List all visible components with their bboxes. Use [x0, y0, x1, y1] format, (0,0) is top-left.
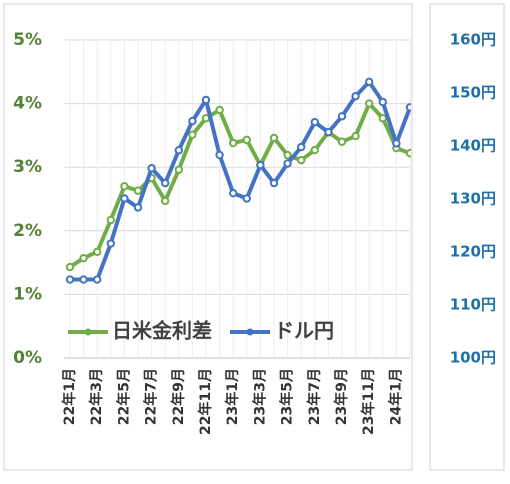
legend-label: ドル円 [274, 319, 334, 343]
point [297, 142, 306, 152]
point [106, 239, 116, 248]
point [93, 247, 102, 256]
x-tick-label: 23年3月 [251, 368, 268, 425]
point [365, 77, 374, 87]
y2-tick-label: 150円 [450, 84, 496, 102]
point [65, 275, 75, 284]
y-tick-label: 4% [13, 94, 42, 114]
point [269, 133, 279, 143]
point [147, 164, 156, 173]
y-tick-label: 5% [13, 30, 42, 50]
x-tick-label: 22年1月 [61, 368, 78, 425]
legend-label: 日米金利差 [112, 319, 212, 343]
point [215, 150, 224, 160]
point [133, 186, 143, 195]
point [405, 103, 411, 112]
point [215, 105, 224, 115]
x-tick-label: 22年5月 [115, 368, 132, 425]
point [365, 99, 374, 108]
x-tick-label: 23年5月 [279, 368, 296, 425]
point [79, 275, 88, 284]
y2-tick-label: 120円 [450, 243, 496, 261]
y2-tick-label: 130円 [450, 190, 496, 208]
point [120, 194, 129, 203]
point [392, 139, 401, 148]
point [378, 114, 387, 123]
point [283, 159, 292, 168]
point [201, 95, 211, 105]
point [188, 116, 197, 126]
point [93, 275, 102, 284]
point [174, 146, 184, 155]
point [324, 128, 333, 137]
x-tick-label: 23年1月 [224, 368, 241, 425]
point [256, 160, 265, 170]
point [297, 156, 306, 165]
axis-panel [429, 3, 505, 471]
point [242, 194, 252, 203]
legend-marker [84, 328, 92, 336]
point [65, 262, 75, 272]
x-tick-label: 22年9月 [170, 368, 187, 425]
point [351, 91, 360, 101]
x-tick-label: 22年11月 [197, 368, 214, 435]
point [269, 178, 279, 188]
y-tick-label: 1% [13, 284, 42, 304]
x-tick-label: 22年7月 [143, 368, 160, 425]
point [161, 178, 170, 188]
point [378, 97, 387, 107]
x-tick-label: 24年1月 [387, 368, 404, 425]
point [351, 131, 360, 141]
point [283, 150, 292, 160]
x-tick-label: 23年9月 [333, 368, 350, 425]
y-tick-label: 0% [13, 348, 42, 368]
point [188, 130, 197, 139]
point [242, 135, 252, 145]
y2-tick-label: 100円 [450, 349, 496, 367]
point [174, 165, 184, 174]
y2-tick-label: 110円 [450, 296, 496, 314]
point [337, 112, 347, 121]
y-tick-label: 3% [13, 157, 42, 177]
y2-tick-label: 160円 [450, 31, 496, 49]
point [161, 196, 170, 206]
y-tick-label: 2% [13, 221, 42, 241]
y2-tick-label: 140円 [450, 137, 496, 155]
point [337, 137, 347, 146]
x-tick-label: 23年11月 [360, 368, 377, 435]
point [133, 203, 143, 212]
point [79, 253, 88, 263]
point [229, 188, 238, 198]
point [310, 145, 319, 155]
point [229, 138, 238, 148]
point [120, 182, 129, 191]
point [405, 149, 411, 158]
main-panel [3, 3, 413, 471]
point [310, 117, 319, 127]
x-tick-label: 23年7月 [306, 368, 323, 425]
point [106, 215, 116, 225]
legend-marker [246, 328, 254, 336]
x-tick-label: 22年3月 [88, 368, 105, 425]
